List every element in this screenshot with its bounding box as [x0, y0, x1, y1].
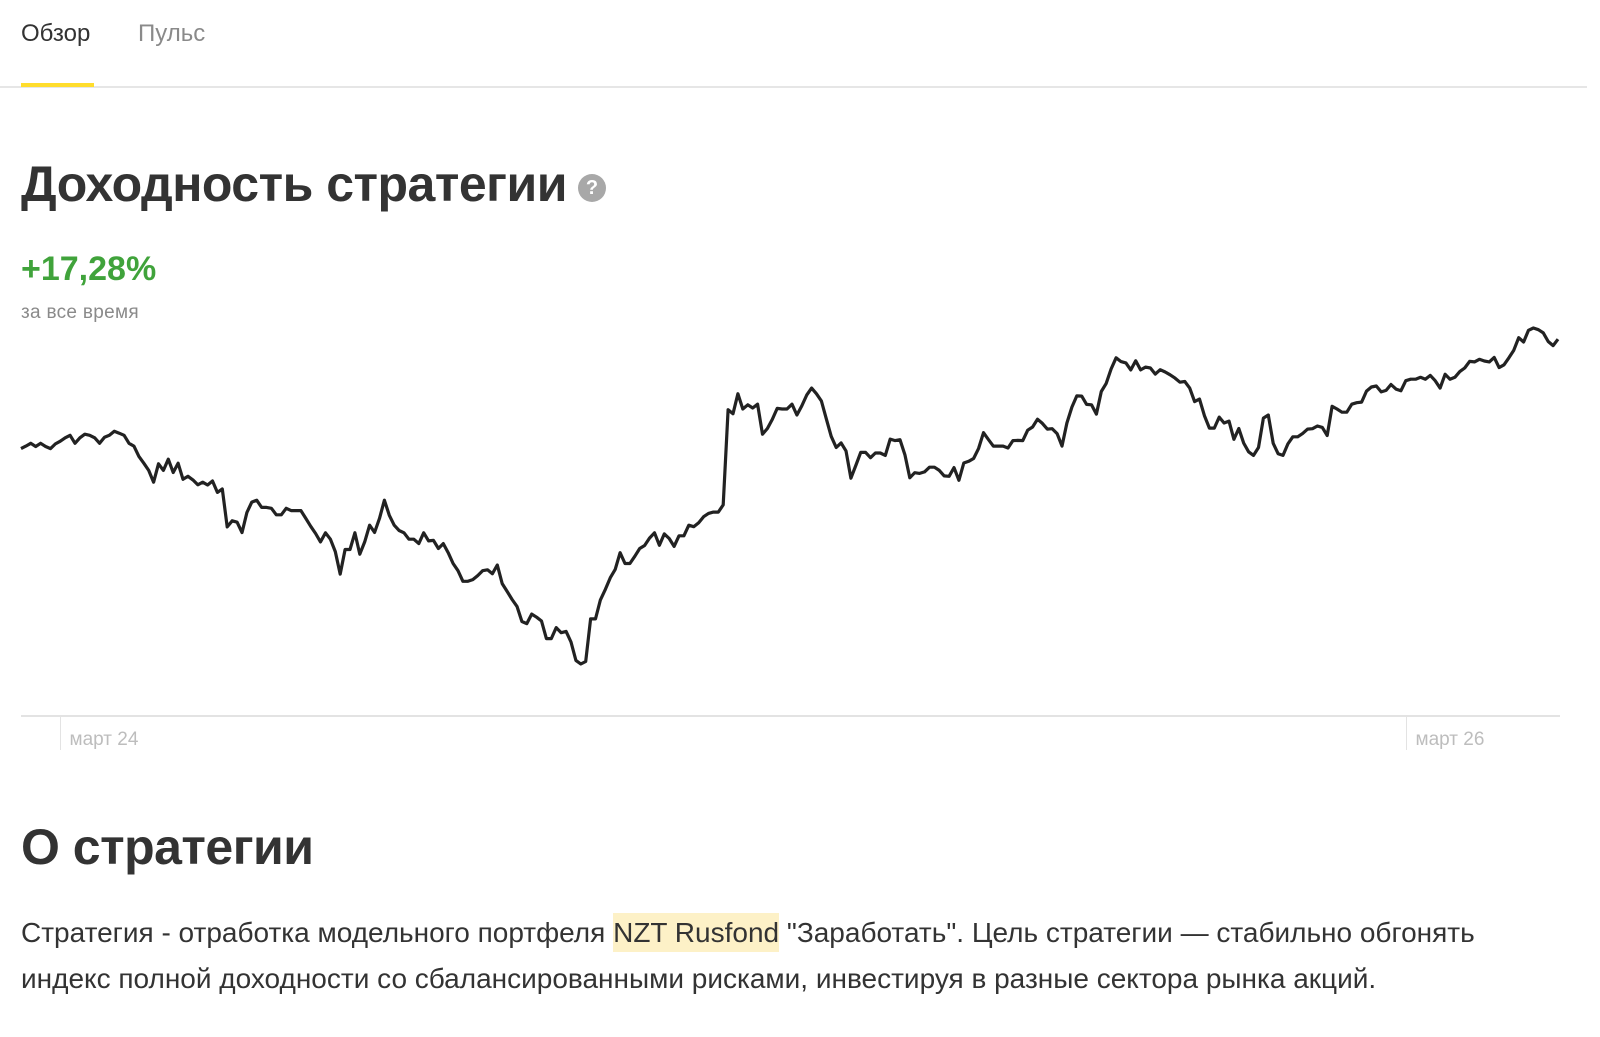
- about-title: О стратегии: [21, 819, 314, 875]
- about-text-part: "Заработать". Цель стратегии — стабильно…: [21, 917, 1475, 994]
- portfolio-name-highlight: NZT Rusfond: [613, 913, 780, 952]
- x-tick-label: март 24: [70, 729, 139, 750]
- return-value: +17,28%: [21, 250, 157, 288]
- active-tab-indicator: [21, 83, 94, 87]
- return-caption: за все время: [21, 302, 139, 323]
- tab-bar: Обзор Пульс: [0, 0, 1587, 88]
- tab-pulse[interactable]: Пульс: [138, 20, 206, 47]
- tab-overview[interactable]: Обзор: [21, 20, 91, 47]
- x-tick-label: март 26: [1416, 729, 1485, 750]
- series-line: [20, 326, 1560, 666]
- question-circle-icon[interactable]: ?: [578, 174, 606, 202]
- returns-title: Доходность стратегии: [21, 156, 567, 212]
- returns-chart[interactable]: март 24 март 26: [0, 320, 1600, 760]
- about-text-part: Стратегия - отработка модельного портфел…: [21, 917, 614, 948]
- about-description: Стратегия - отработка модельного портфел…: [21, 910, 1541, 1002]
